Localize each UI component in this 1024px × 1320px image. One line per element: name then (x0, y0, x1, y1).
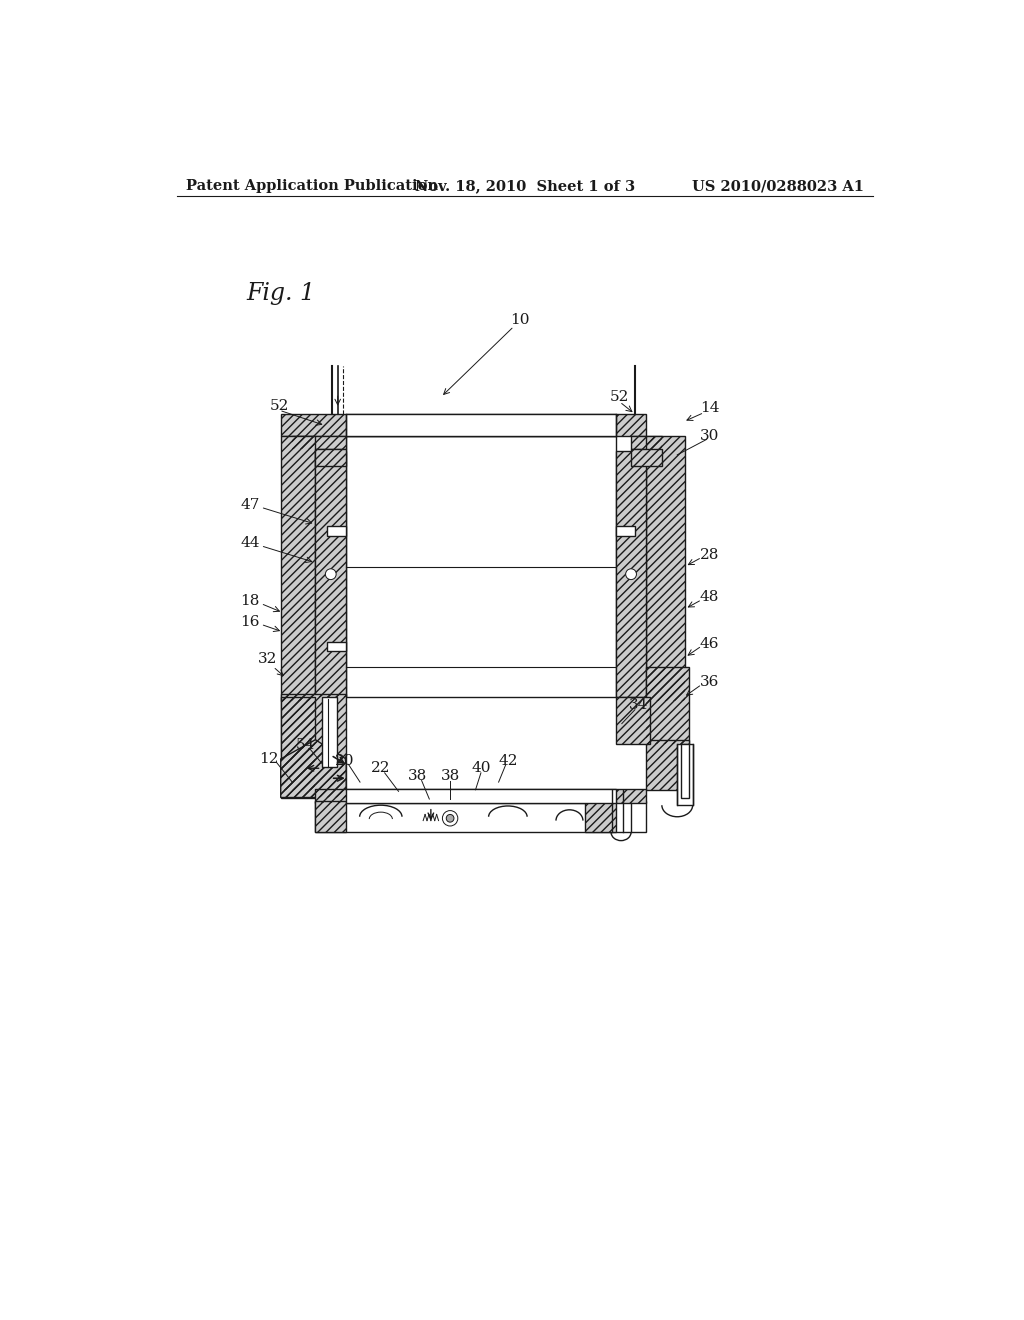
Bar (281, 414, 646, 436)
Text: Nov. 18, 2010  Sheet 1 of 3: Nov. 18, 2010 Sheet 1 of 3 (415, 180, 635, 193)
Bar (315, 449, 346, 466)
Bar (281, 697, 315, 797)
Bar (631, 449, 662, 466)
Bar (615, 697, 650, 743)
Text: 48: 48 (700, 590, 719, 605)
Text: 14: 14 (699, 401, 719, 414)
Bar (281, 697, 315, 797)
Bar (327, 642, 346, 651)
Bar (292, 436, 346, 449)
Bar (631, 436, 662, 449)
Bar (615, 451, 646, 697)
Circle shape (442, 810, 458, 826)
Text: 36: 36 (700, 675, 719, 689)
Text: 46: 46 (699, 636, 719, 651)
Bar (281, 436, 315, 701)
Text: 32: 32 (258, 652, 278, 665)
Bar (346, 789, 615, 803)
Bar (292, 436, 346, 449)
Bar (585, 801, 615, 832)
Text: 20: 20 (335, 754, 354, 767)
Text: 52: 52 (610, 391, 629, 404)
Text: US 2010/0288023 A1: US 2010/0288023 A1 (691, 180, 863, 193)
Text: 34: 34 (629, 698, 648, 711)
Text: 30: 30 (700, 429, 719, 442)
Text: 22: 22 (371, 762, 390, 775)
Bar (315, 801, 346, 832)
Bar (631, 436, 662, 449)
Bar (646, 739, 689, 789)
Bar (281, 436, 315, 701)
Bar (681, 743, 689, 797)
Bar (281, 693, 346, 789)
Text: Patent Application Publication: Patent Application Publication (186, 180, 438, 193)
Text: 28: 28 (700, 548, 719, 562)
Bar (646, 436, 685, 701)
Circle shape (326, 569, 336, 579)
Text: 42: 42 (498, 754, 517, 767)
Bar (346, 414, 615, 436)
Bar (615, 451, 646, 697)
Text: 18: 18 (241, 594, 260, 609)
Text: 52: 52 (269, 400, 289, 413)
Bar (315, 789, 646, 803)
Bar (315, 801, 346, 832)
Text: 38: 38 (440, 770, 460, 783)
Bar (322, 697, 337, 767)
Circle shape (446, 814, 454, 822)
Bar (615, 697, 650, 743)
Text: 40: 40 (471, 762, 490, 775)
Bar (585, 801, 615, 832)
Text: 44: 44 (241, 536, 260, 550)
Bar (315, 801, 646, 832)
Bar (646, 436, 685, 701)
Polygon shape (281, 739, 346, 797)
Text: 16: 16 (241, 615, 260, 628)
Bar (315, 789, 646, 803)
Bar (327, 527, 346, 536)
Bar (346, 436, 615, 697)
Bar (646, 667, 689, 743)
Bar (315, 451, 346, 697)
Text: 12: 12 (259, 752, 279, 766)
Text: Fig. 1: Fig. 1 (246, 281, 315, 305)
Bar (315, 449, 346, 466)
Bar (615, 527, 635, 536)
Bar (315, 451, 346, 697)
Text: 10: 10 (510, 313, 529, 327)
Bar (677, 743, 692, 805)
Text: 54: 54 (296, 738, 315, 752)
Bar (646, 739, 689, 789)
Bar (281, 414, 646, 436)
Bar (281, 693, 346, 789)
Bar (631, 449, 662, 466)
Text: 47: 47 (241, 498, 260, 512)
Circle shape (626, 569, 637, 579)
Text: 38: 38 (409, 770, 427, 783)
Bar (646, 667, 689, 743)
